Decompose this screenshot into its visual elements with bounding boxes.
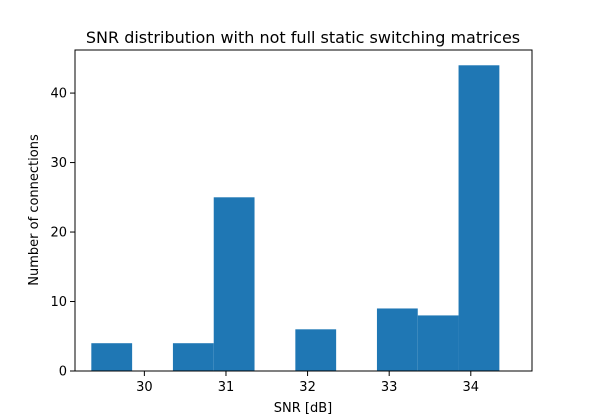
y-tick-label: 20 — [50, 226, 67, 241]
x-tick-label: 30 — [136, 380, 153, 395]
x-tick-label: 33 — [381, 380, 398, 395]
histogram-bar-9 — [458, 65, 500, 372]
histogram-bar-2 — [172, 343, 214, 371]
chart-title: SNR distribution with not full static sw… — [86, 28, 520, 47]
x-tick-label: 34 — [463, 380, 480, 395]
x-axis-label: SNR [dB] — [274, 401, 332, 416]
x-tick-label: 31 — [218, 380, 235, 395]
y-tick-label: 30 — [50, 156, 67, 171]
histogram-bar-5 — [295, 329, 337, 371]
y-tick-label: 40 — [50, 87, 67, 102]
x-tick-label: 32 — [299, 380, 316, 395]
y-axis-label: Number of connections — [27, 134, 42, 286]
histogram-bar-3 — [213, 197, 255, 371]
y-axis-ticks: 0 10 20 30 40 — [50, 87, 75, 380]
histogram-bar-7 — [376, 308, 418, 371]
y-tick-label: 0 — [59, 365, 67, 380]
bars-group — [91, 65, 500, 372]
plot-frame — [74, 49, 533, 372]
histogram-bar-8 — [417, 315, 459, 371]
y-tick-label: 10 — [50, 295, 67, 310]
histogram-bar-0 — [91, 343, 133, 371]
x-axis-ticks: 30 31 32 33 34 — [136, 371, 479, 395]
